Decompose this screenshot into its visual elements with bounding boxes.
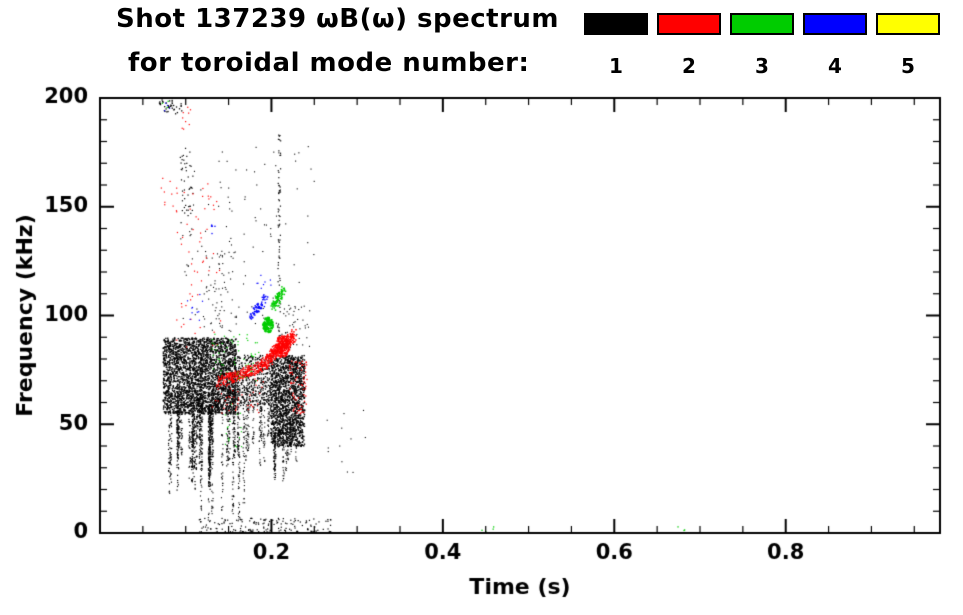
legend-label-mode-3: 3 <box>755 54 769 78</box>
legend-swatch-mode-1 <box>584 13 648 35</box>
legend-swatch-mode-5 <box>876 13 940 35</box>
chart-subtitle: for toroidal mode number: <box>128 48 530 78</box>
legend-labels: 1 2 3 4 5 <box>584 54 940 78</box>
legend-swatch-mode-3 <box>730 13 794 35</box>
legend-label-mode-1: 1 <box>609 54 623 78</box>
legend-label-mode-4: 4 <box>828 54 842 78</box>
legend-label-mode-5: 5 <box>901 54 915 78</box>
legend-swatch-mode-2 <box>657 13 721 35</box>
legend-swatches <box>584 13 940 35</box>
legend-label-mode-2: 2 <box>682 54 696 78</box>
legend-swatch-mode-4 <box>803 13 867 35</box>
chart-title: Shot 137239 ωB(ω) spectrum <box>116 4 559 34</box>
